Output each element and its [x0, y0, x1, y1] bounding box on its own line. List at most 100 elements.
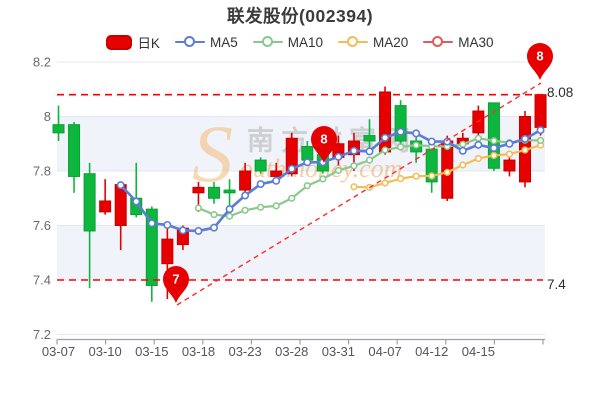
ma10-marker — [412, 141, 420, 149]
chart-legend: 日K MA5 MA10 MA20 MA30 — [0, 32, 600, 52]
y-axis-tick-label: 8.2 — [33, 55, 51, 70]
ma10-marker-icon — [252, 35, 283, 50]
ma10-marker — [194, 204, 203, 212]
trend-dashed-line — [176, 82, 542, 306]
ma10-marker — [381, 146, 389, 154]
marker-badge: 7 — [163, 266, 189, 303]
candle[interactable] — [394, 100, 407, 147]
ma20-marker — [397, 175, 405, 183]
ma5-marker-icon — [174, 35, 205, 50]
x-axis-date-label: 03-18 — [182, 344, 215, 359]
ma5-marker — [116, 181, 125, 190]
candle-body — [161, 238, 174, 265]
ma5-marker — [458, 146, 467, 155]
ma10-marker — [225, 212, 234, 220]
legend-ma10-item[interactable]: MA10 — [252, 34, 323, 50]
candle[interactable] — [379, 86, 392, 155]
y-axis-tick-label: 7.2 — [33, 327, 51, 342]
ma5-marker — [505, 139, 514, 148]
candle[interactable] — [503, 154, 516, 177]
candle[interactable] — [52, 105, 65, 142]
ma30-marker-icon — [423, 35, 454, 50]
legend-kline-label: 日K — [137, 36, 160, 51]
badge-label: 8 — [320, 132, 327, 147]
ma10-marker — [334, 166, 343, 175]
upper-line-price-label: 8.08 — [547, 85, 574, 100]
candle[interactable] — [270, 162, 283, 180]
ma10-marker — [241, 206, 249, 214]
ma20-marker — [381, 179, 389, 187]
badge-label: 7 — [172, 272, 179, 287]
ma5-marker — [303, 158, 312, 167]
plot-band — [57, 225, 545, 280]
ma5-marker — [349, 146, 358, 155]
candle-body — [503, 159, 516, 172]
ma20-marker — [412, 172, 420, 180]
ma5-marker — [489, 144, 498, 153]
ma20-marker — [474, 154, 482, 163]
ma5-marker — [194, 226, 203, 235]
candle[interactable] — [487, 102, 500, 171]
x-axis-date-label: 04-15 — [462, 344, 495, 359]
ma10-marker — [365, 156, 374, 164]
ma10-marker — [303, 182, 311, 190]
ma20-marker-icon — [338, 35, 368, 50]
marker-badge: 8 — [527, 43, 553, 80]
candle-body — [192, 186, 205, 194]
ma10-marker — [350, 162, 358, 170]
candle-body — [394, 105, 407, 142]
candle-body — [83, 173, 96, 232]
candle-body — [254, 159, 267, 172]
badge-teardrop-icon — [311, 126, 337, 163]
legend-ma5-item[interactable]: MA5 — [174, 34, 238, 50]
ma5-marker — [241, 191, 250, 200]
x-axis-date-label: 03-15 — [135, 344, 168, 359]
y-axis-tick-label: 7.6 — [33, 218, 51, 233]
ma5-marker — [396, 127, 405, 136]
legend-ma20-item[interactable]: MA20 — [338, 35, 408, 50]
x-axis-date-label: 03-31 — [322, 344, 355, 359]
ma10-marker — [490, 137, 498, 145]
ma10-marker — [536, 136, 545, 145]
ma5-marker — [225, 205, 234, 214]
ma10-marker — [210, 211, 218, 219]
ma5-marker — [147, 219, 156, 228]
legend-ma5-label: MA5 — [209, 34, 238, 50]
legend-kline-item[interactable]: 日K — [106, 32, 160, 52]
candle[interactable] — [254, 157, 267, 174]
ma5-polyline — [119, 128, 542, 233]
candle-body — [145, 208, 158, 286]
ma20-line — [350, 141, 545, 191]
y-axis-tick-label: 8 — [44, 109, 51, 124]
badge-label: 8 — [536, 49, 543, 64]
candle-body — [534, 94, 547, 128]
candle-body — [99, 200, 112, 213]
ma10-marker — [288, 194, 296, 202]
ma5-marker — [365, 147, 374, 156]
candle[interactable] — [83, 162, 96, 289]
ma10-marker — [397, 143, 405, 151]
x-axis-date-label: 03-10 — [89, 344, 122, 359]
legend-ma10-label: MA10 — [287, 34, 323, 50]
ma5-marker — [381, 133, 390, 142]
ma5-marker — [163, 220, 172, 229]
candle[interactable] — [425, 143, 438, 193]
candle[interactable] — [99, 179, 112, 215]
x-axis-date-label: 03-23 — [228, 344, 261, 359]
ma5-line — [116, 126, 545, 235]
ma10-marker — [319, 175, 327, 183]
ma5-marker — [272, 176, 281, 185]
legend-ma30-item[interactable]: MA30 — [423, 35, 494, 50]
candle[interactable] — [208, 181, 220, 204]
ma5-marker — [427, 137, 436, 146]
ma5-marker — [536, 126, 545, 135]
ma5-marker — [412, 129, 421, 138]
candle-body — [223, 189, 236, 194]
ma20-marker — [505, 150, 514, 158]
candle-body — [285, 137, 298, 175]
ma5-marker — [287, 164, 296, 173]
candle[interactable] — [68, 121, 81, 193]
x-axis-date-label: 03-07 — [42, 344, 75, 359]
ma5-marker — [256, 180, 265, 189]
